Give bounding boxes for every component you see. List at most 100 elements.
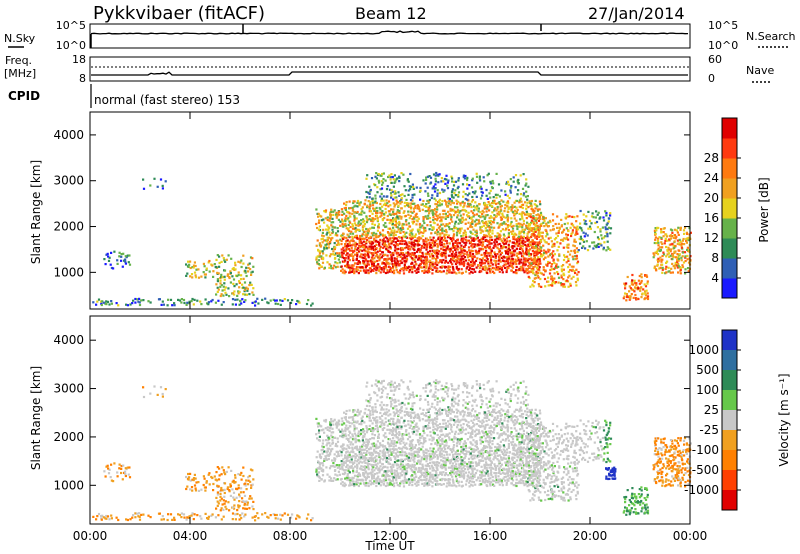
- power-cell: [441, 251, 444, 254]
- velocity-cell: [194, 477, 197, 480]
- power-cell: [472, 237, 475, 240]
- power-cell: [402, 173, 405, 176]
- power-cell: [352, 251, 355, 254]
- power-cell: [504, 190, 507, 193]
- velocity-cell: [424, 464, 427, 467]
- power-cell: [563, 222, 566, 226]
- power-cell: [375, 239, 378, 242]
- power-cell: [411, 257, 414, 260]
- power-cell: [519, 193, 523, 196]
- velocity-cell: [320, 478, 323, 481]
- power-cell: [346, 211, 349, 214]
- power-cell: [388, 174, 391, 177]
- velocity-cell: [328, 452, 332, 455]
- power-cell: [432, 216, 435, 219]
- power-cell: [481, 209, 484, 212]
- power-cell: [451, 195, 454, 198]
- power-cell: [681, 239, 684, 242]
- power-cell: [527, 206, 530, 209]
- power-cell: [105, 253, 108, 256]
- power-cell: [557, 222, 560, 225]
- power-cell: [374, 210, 378, 213]
- velocity-cell: [177, 513, 180, 516]
- power-cell: [538, 215, 541, 218]
- velocity-cell: [376, 452, 379, 455]
- power-cell: [459, 247, 462, 250]
- power-cell: [581, 246, 584, 249]
- velocity-cell: [408, 481, 411, 484]
- power-cell: [464, 174, 467, 178]
- power-cell: [338, 261, 341, 264]
- power-cell: [249, 256, 253, 259]
- power-cell: [388, 232, 391, 235]
- velocity-cell: [281, 514, 284, 517]
- velocity-cell: [366, 475, 369, 478]
- power-cell: [356, 266, 360, 269]
- velocity-cell: [349, 481, 352, 484]
- power-cell: [421, 253, 424, 256]
- power-cell: [433, 249, 436, 252]
- power-cell: [512, 230, 515, 233]
- velocity-cell: [323, 450, 326, 453]
- power-cell: [124, 255, 127, 258]
- power-cell: [469, 224, 472, 227]
- power-cell: [529, 244, 532, 247]
- power-cell: [488, 228, 491, 231]
- power-cell: [375, 172, 378, 175]
- power-cell: [281, 299, 284, 302]
- power-cell: [580, 227, 583, 230]
- velocity-cell: [242, 507, 245, 510]
- power-cell: [481, 261, 484, 264]
- velocity-cell: [266, 515, 269, 518]
- power-cell: [239, 261, 242, 264]
- velocity-cell: [367, 468, 370, 471]
- velocity-cell: [200, 488, 203, 491]
- velocity-cell: [344, 471, 347, 474]
- power-cell: [545, 263, 548, 266]
- power-cell: [413, 253, 416, 256]
- power-cell: [414, 233, 417, 236]
- power-cell: [523, 257, 526, 260]
- velocity-cell: [220, 486, 223, 490]
- velocity-cell: [110, 479, 113, 482]
- power-cell: [558, 253, 561, 256]
- power-cell: [110, 266, 113, 270]
- power-cell: [489, 238, 492, 241]
- power-cell: [245, 266, 248, 269]
- power-cell: [456, 214, 459, 217]
- power-cell: [223, 278, 226, 281]
- power-cell: [463, 209, 466, 212]
- power-cell: [385, 225, 388, 228]
- velocity-cell: [393, 469, 396, 472]
- power-cell: [520, 205, 523, 209]
- power-cell: [668, 255, 671, 258]
- power-cell: [401, 193, 404, 196]
- velocity-cell: [429, 471, 432, 474]
- power-cell: [372, 207, 375, 210]
- power-cell: [652, 252, 655, 255]
- velocity-cell: [220, 489, 223, 492]
- power-cell: [449, 247, 452, 250]
- velocity-cell: [382, 458, 385, 461]
- power-cell: [519, 251, 522, 255]
- power-cell: [349, 221, 352, 224]
- power-cell: [377, 226, 380, 229]
- power-cell: [552, 228, 555, 231]
- power-cell: [416, 237, 419, 240]
- power-cell: [516, 199, 519, 203]
- power-cell: [370, 252, 373, 255]
- power-cell: [449, 237, 452, 240]
- power-cell: [439, 239, 442, 242]
- velocity-cell: [124, 472, 127, 476]
- power-cell: [490, 226, 493, 229]
- power-cell: [476, 222, 479, 225]
- power-cell: [653, 254, 656, 257]
- power-cell: [339, 224, 342, 227]
- power-cell: [545, 224, 548, 227]
- power-cell: [547, 280, 550, 283]
- power-cell: [185, 263, 188, 266]
- power-cell: [106, 300, 110, 303]
- power-cell: [471, 267, 474, 271]
- power-cell: [495, 196, 498, 199]
- power-cell: [504, 242, 508, 245]
